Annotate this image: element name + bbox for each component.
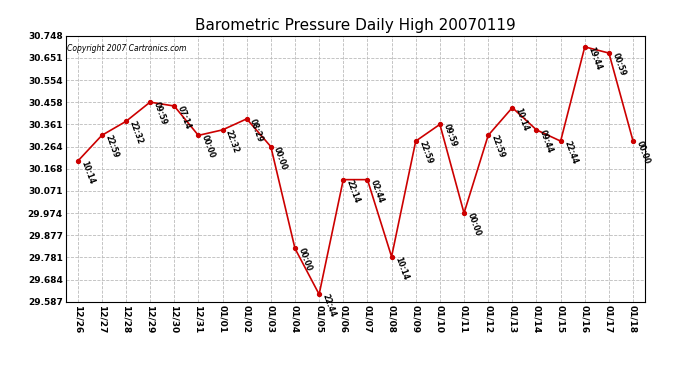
Text: 00:59: 00:59 [611, 52, 627, 77]
Text: 22:14: 22:14 [345, 178, 362, 204]
Text: Copyright 2007 Cartronics.com: Copyright 2007 Cartronics.com [67, 44, 186, 52]
Text: 09:44: 09:44 [538, 129, 555, 154]
Text: 10:14: 10:14 [393, 255, 410, 281]
Text: 00:00: 00:00 [635, 140, 651, 165]
Text: 09:59: 09:59 [152, 101, 168, 126]
Text: 22:44: 22:44 [562, 140, 579, 165]
Text: 22:59: 22:59 [490, 134, 506, 160]
Text: 10:14: 10:14 [514, 106, 531, 132]
Text: 09:59: 09:59 [442, 123, 458, 148]
Text: 22:59: 22:59 [104, 134, 120, 160]
Text: 08:29: 08:29 [248, 117, 265, 143]
Text: 22:44: 22:44 [321, 293, 337, 319]
Title: Barometric Pressure Daily High 20070119: Barometric Pressure Daily High 20070119 [195, 18, 515, 33]
Text: 22:59: 22:59 [417, 140, 434, 165]
Text: 07:14: 07:14 [176, 105, 193, 130]
Text: 19:44: 19:44 [586, 45, 603, 71]
Text: 00:00: 00:00 [200, 134, 217, 160]
Text: 00:00: 00:00 [466, 212, 482, 237]
Text: 22:32: 22:32 [224, 129, 241, 154]
Text: 22:32: 22:32 [128, 120, 144, 146]
Text: 02:44: 02:44 [369, 178, 386, 204]
Text: 00:00: 00:00 [297, 247, 313, 273]
Text: 00:00: 00:00 [273, 145, 289, 171]
Text: 10:14: 10:14 [79, 160, 96, 186]
